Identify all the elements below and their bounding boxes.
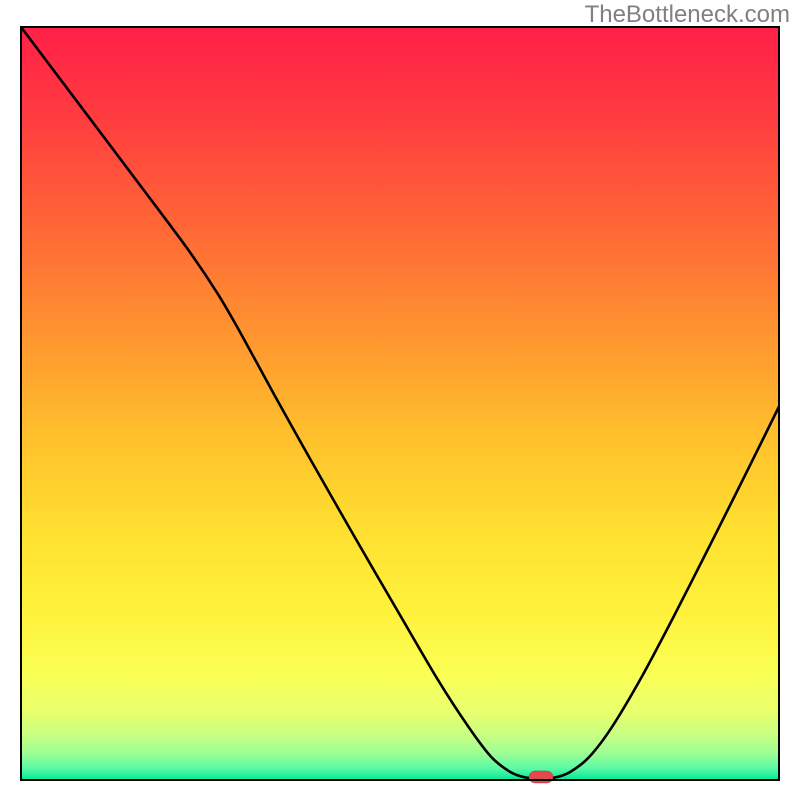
optimal-marker xyxy=(529,771,553,783)
chart-container: TheBottleneck.com xyxy=(0,0,800,800)
plot-background xyxy=(21,27,779,780)
watermark-label: TheBottleneck.com xyxy=(585,1,790,28)
bottleneck-chart: TheBottleneck.com xyxy=(0,0,800,800)
